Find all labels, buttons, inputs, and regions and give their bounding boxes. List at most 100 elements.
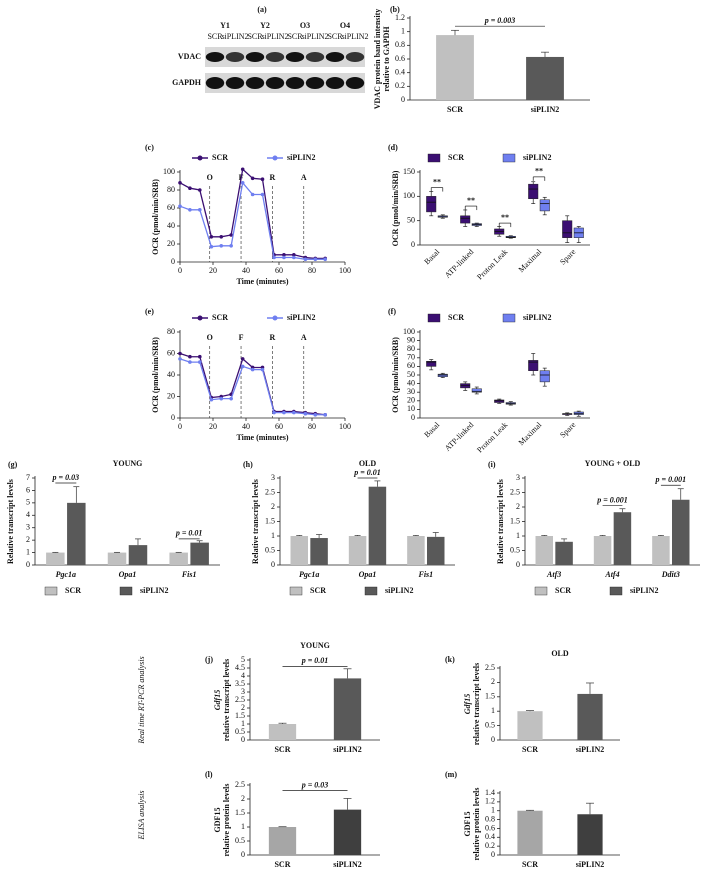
y-tick-label: 2 [271, 502, 275, 511]
y-tick-label: 0 [241, 735, 245, 744]
y-tick-label: 2 [241, 794, 245, 803]
panel-label: (b) [390, 5, 400, 14]
blot-band [325, 52, 345, 62]
x-tick-label: Ddit3 [661, 570, 680, 579]
y-tick-label: 1 [271, 531, 275, 540]
y-tick-label: 3.5 [235, 679, 245, 688]
lane-label: siPLIN2 [221, 32, 248, 41]
legend-label: siPLIN2 [523, 313, 551, 322]
y-tick-label: 40 [167, 370, 175, 379]
data-point [303, 411, 308, 416]
y-tick-label: 3 [271, 473, 275, 482]
box [471, 388, 482, 393]
group-label: Y1 [220, 21, 230, 30]
chart: (j) YOUNG 00.511.522.533.544.55 Gdf15 relati… [205, 641, 380, 754]
lane-label: SCR [327, 32, 343, 41]
marker-label: A [301, 173, 307, 182]
x-tick-label: Atf4 [604, 570, 619, 579]
data-point [292, 253, 296, 257]
box [437, 373, 448, 377]
y-tick-label: 2 [241, 703, 245, 712]
y-axis-label: Relative transcript levels [251, 479, 260, 564]
x-axis-label: Time (minutes) [236, 277, 288, 286]
group-label: O3 [300, 21, 310, 30]
chart-title: YOUNG [300, 641, 330, 650]
y-tick-label: 0 [271, 560, 275, 569]
box [528, 360, 539, 371]
y-tick-label: 5 [26, 498, 30, 507]
y-axis-label: relative transcript levels [472, 663, 481, 746]
data-point [209, 244, 214, 249]
annotation: p = 0.001 [655, 475, 687, 484]
x-tick-label: siPLIN2 [333, 860, 361, 869]
y-tick-label: 2.5 [510, 487, 520, 496]
y-tick-label: 2.5 [235, 695, 245, 704]
x-tick-label: 100 [339, 266, 351, 275]
data-point [198, 354, 202, 359]
y-tick-label: 100 [403, 327, 415, 336]
box [539, 370, 550, 383]
legend-swatch [272, 155, 278, 161]
legend-label: siPLIN2 [287, 153, 315, 162]
y-axis-label: relative protein levels [472, 787, 481, 860]
data-point [250, 192, 255, 197]
blot-band [205, 77, 225, 89]
bar [613, 512, 632, 565]
y-tick-label: 1.5 [265, 516, 275, 525]
annotation: p = 0.01 [175, 529, 203, 538]
data-point [260, 177, 265, 181]
y-tick-label: 100 [163, 167, 175, 176]
marker-label: F [239, 333, 244, 342]
panel-label: (l) [205, 770, 213, 779]
marker-label: A [301, 333, 307, 342]
blot-band [265, 77, 285, 89]
y-tick-label: 1.4 [485, 788, 495, 797]
bar [427, 536, 445, 565]
y-tick-label: 20 [167, 391, 175, 400]
x-tick-label: SCR [274, 860, 290, 869]
y-tick-label: 2.5 [265, 487, 275, 496]
bar [652, 536, 670, 565]
x-tick-label: Pgc1a [56, 570, 76, 579]
y-tick-label: 1 [241, 822, 245, 831]
legend-swatch [502, 153, 516, 163]
legend-label: siPLIN2 [523, 153, 551, 162]
bar [672, 499, 690, 565]
y-tick-label: 5 [241, 655, 245, 664]
x-tick-label: 20 [209, 266, 217, 275]
legend-swatch [119, 586, 133, 596]
box [460, 383, 471, 389]
y-tick-label: 6 [26, 485, 30, 494]
data-point [188, 186, 192, 190]
y-tick-label: 1 [491, 806, 495, 815]
data-point [178, 181, 182, 185]
y-tick-label: 70 [407, 353, 415, 362]
data-point [240, 167, 245, 172]
data-point [313, 412, 318, 417]
panel-label: (j) [205, 655, 213, 664]
blot-band [285, 77, 305, 89]
annotation: ** [467, 196, 475, 205]
x-tick-label: siPLIN2 [333, 745, 361, 754]
bar [577, 814, 603, 855]
y-tick-label: 3 [516, 473, 520, 482]
data-point [188, 360, 192, 364]
box [528, 183, 539, 200]
lane-label: siPLIN2 [301, 32, 328, 41]
annotation: ** [433, 177, 441, 186]
x-tick-label: Spare [558, 420, 578, 440]
y-tick-label: 0.6 [485, 823, 495, 832]
y-tick-label: 2.5 [485, 663, 495, 672]
bar [268, 724, 297, 740]
y-axis-label: OCR (pmol/min/SRB) [391, 170, 400, 246]
x-tick-label: Maximal [517, 420, 544, 447]
y-tick-label: 2 [516, 502, 520, 511]
bar [407, 536, 425, 565]
y-tick-label: 0 [491, 735, 495, 744]
lane-label: SCR [207, 32, 223, 41]
chart: (m) 00.20.40.60.811.21.4 GDF15 relative pro… [445, 770, 620, 869]
data-point [260, 192, 265, 197]
legend-label: SCR [310, 586, 326, 595]
